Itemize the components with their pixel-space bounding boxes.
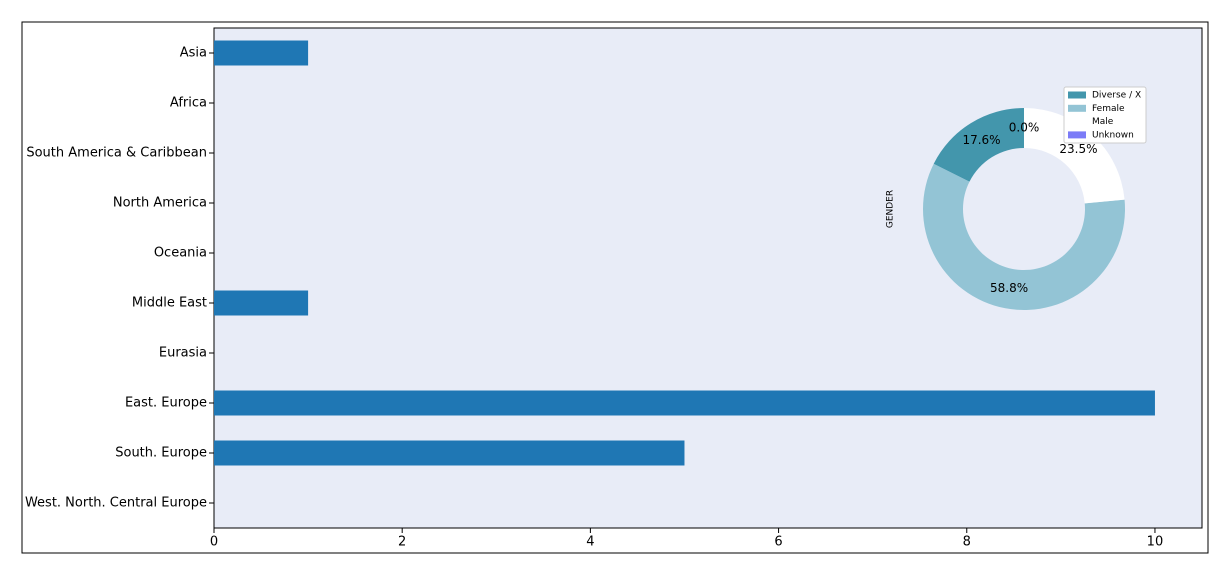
y-tick-label: West. North. Central Europe <box>25 496 207 511</box>
legend-box <box>1063 86 1147 144</box>
layer: 0 2 4 6 8 10 Asia Africa South America & Caribbe… <box>25 40 1164 550</box>
y-tick-label: Africa <box>170 96 207 111</box>
legend-label: Unknown <box>1092 130 1134 140</box>
legend-label: Female <box>1092 104 1125 114</box>
bar <box>214 440 685 466</box>
y-tick-label: Asia <box>180 46 207 61</box>
data-label: 0.0% <box>1009 121 1040 135</box>
y-tick-label: Oceania <box>154 246 207 261</box>
x-tick-label: 4 <box>586 535 594 550</box>
bar <box>214 40 309 66</box>
legend-swatch <box>1068 131 1086 139</box>
x-tick-label: 6 <box>774 535 782 550</box>
data-label: 23.5% <box>1059 142 1097 156</box>
y-tick-label: Middle East <box>132 296 207 311</box>
x-tick-label: 8 <box>963 535 971 550</box>
data-label: 17.6% <box>962 133 1000 147</box>
legend-label: Male <box>1092 117 1114 127</box>
donut-wedge <box>1024 108 1125 204</box>
donut-wedge <box>923 163 1125 310</box>
legend-swatch <box>1068 104 1086 112</box>
y-tick-label: South America & Caribbean <box>26 146 207 161</box>
donut-wedge <box>933 108 1024 182</box>
y-tick-label: East. Europe <box>125 396 207 411</box>
x-tick-label: 2 <box>398 535 406 550</box>
y-tick-label: South. Europe <box>115 446 207 461</box>
x-tick-label: 10 <box>1147 535 1164 550</box>
x-tick-label: 0 <box>210 535 218 550</box>
data-label: 58.8% <box>990 281 1028 295</box>
legend-swatch <box>1068 118 1086 126</box>
y-axis-label: GENDER <box>886 190 896 228</box>
y-tick-label: North America <box>113 196 207 211</box>
bar <box>214 390 1155 416</box>
legend-swatch <box>1068 91 1086 99</box>
y-tick-label: Eurasia <box>159 346 207 361</box>
legend-label: Diverse / X <box>1092 91 1141 101</box>
bar <box>214 290 309 316</box>
